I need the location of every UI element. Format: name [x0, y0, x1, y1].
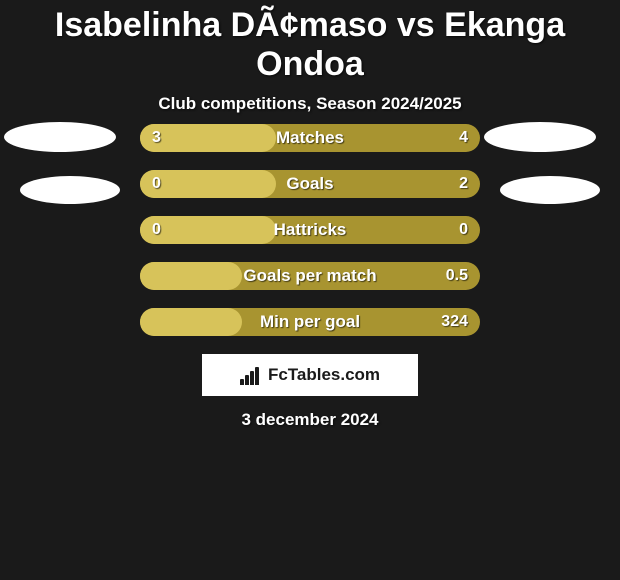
page-title: Isabelinha DÃ¢maso vs Ekanga Ondoa [0, 6, 620, 84]
stat-label: Goals per match [140, 262, 480, 290]
player-right-ellipse-2 [500, 176, 600, 204]
player-right-ellipse-1 [484, 122, 596, 152]
stat-label: Min per goal [140, 308, 480, 336]
stat-row: 02Goals [140, 170, 480, 198]
chart-icon [240, 365, 262, 385]
stat-row: 0.5Goals per match [140, 262, 480, 290]
stat-label: Goals [140, 170, 480, 198]
stat-row: 324Min per goal [140, 308, 480, 336]
date-text: 3 december 2024 [0, 410, 620, 430]
stat-row: 00Hattricks [140, 216, 480, 244]
stat-row: 34Matches [140, 124, 480, 152]
stat-label: Hattricks [140, 216, 480, 244]
brand-box: FcTables.com [202, 354, 418, 396]
infographic: Isabelinha DÃ¢maso vs Ekanga Ondoa Club … [0, 0, 620, 580]
player-left-ellipse-1 [4, 122, 116, 152]
stat-label: Matches [140, 124, 480, 152]
brand-text: FcTables.com [268, 365, 380, 385]
player-left-ellipse-2 [20, 176, 120, 204]
subtitle: Club competitions, Season 2024/2025 [0, 94, 620, 114]
stats-block: 34Matches 02Goals 00Hattricks 0.5Goals per … [140, 124, 480, 354]
